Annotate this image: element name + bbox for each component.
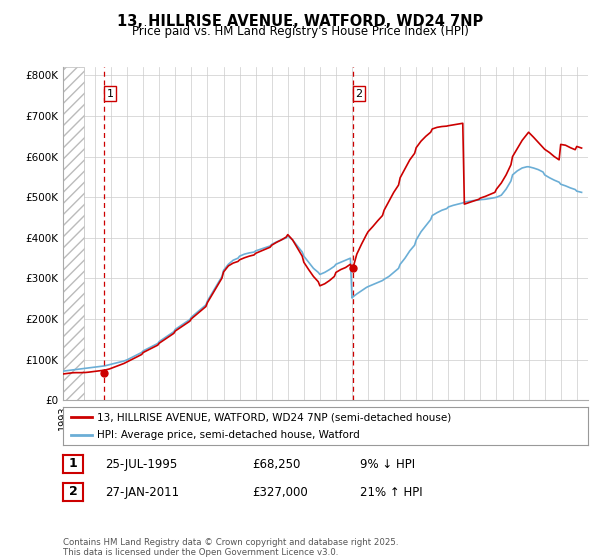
Bar <box>63 67 84 400</box>
Text: HPI: Average price, semi-detached house, Watford: HPI: Average price, semi-detached house,… <box>97 430 360 440</box>
Text: 13, HILLRISE AVENUE, WATFORD, WD24 7NP: 13, HILLRISE AVENUE, WATFORD, WD24 7NP <box>117 14 483 29</box>
Text: 2: 2 <box>356 88 362 99</box>
Text: 1: 1 <box>68 458 77 470</box>
Text: Contains HM Land Registry data © Crown copyright and database right 2025.
This d: Contains HM Land Registry data © Crown c… <box>63 538 398 557</box>
Text: Price paid vs. HM Land Registry's House Price Index (HPI): Price paid vs. HM Land Registry's House … <box>131 25 469 38</box>
Text: 2: 2 <box>68 486 77 498</box>
Text: £68,250: £68,250 <box>252 458 301 471</box>
Text: £327,000: £327,000 <box>252 486 308 499</box>
Text: 27-JAN-2011: 27-JAN-2011 <box>105 486 179 499</box>
Text: 1: 1 <box>107 88 113 99</box>
Text: 25-JUL-1995: 25-JUL-1995 <box>105 458 177 471</box>
Text: 13, HILLRISE AVENUE, WATFORD, WD24 7NP (semi-detached house): 13, HILLRISE AVENUE, WATFORD, WD24 7NP (… <box>97 412 451 422</box>
Text: 21% ↑ HPI: 21% ↑ HPI <box>360 486 422 499</box>
Text: 9% ↓ HPI: 9% ↓ HPI <box>360 458 415 471</box>
